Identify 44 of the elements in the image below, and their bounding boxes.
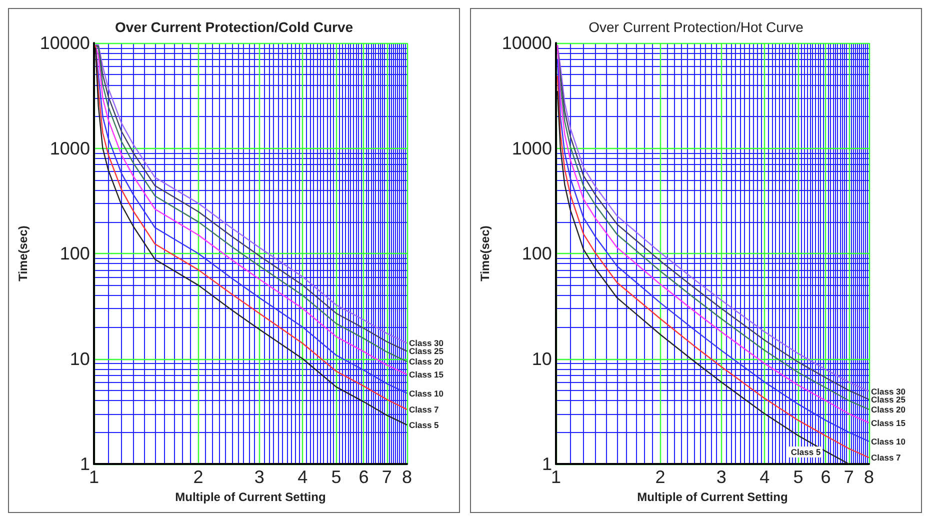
x-tick-label: 7 (844, 467, 854, 487)
x-tick-label: 2 (193, 467, 204, 487)
series-label: Class 20 (871, 404, 906, 414)
chart-title: Over Current Protection/Cold Curve (114, 19, 354, 35)
y-tick-label: 1 (80, 454, 90, 474)
x-tick-label: 3 (716, 467, 726, 487)
x-tick-label: 5 (793, 467, 804, 487)
y-tick-label: 1000 (50, 138, 90, 158)
series-label: Class 5 (409, 420, 440, 430)
series-label: Class 5 (790, 447, 821, 457)
x-tick-label: 8 (402, 467, 412, 487)
y-axis-title: Time(sec) (478, 226, 492, 282)
x-tick-label: 3 (254, 467, 264, 487)
y-tick-label: 10000 (502, 33, 552, 53)
series-label: Class 30 (871, 386, 906, 396)
y-tick-label: 10 (70, 348, 90, 369)
y-tick-label: 100 (522, 244, 552, 264)
x-tick-label: 5 (331, 467, 342, 487)
y-tick-label: 10000 (40, 33, 90, 53)
series-label: Class 10 (871, 436, 906, 446)
series-label: Class 7 (871, 452, 902, 463)
series-label: Class 30 (409, 338, 444, 348)
x-tick-label: 6 (820, 467, 831, 487)
x-tick-label: 4 (760, 467, 770, 487)
series-label: Class 25 (409, 346, 444, 356)
y-tick-label: 1 (542, 454, 552, 474)
x-tick-label: 7 (382, 467, 392, 487)
x-axis-title: Multiple of Current Setting (175, 490, 326, 504)
x-axis-title: Multiple of Current Setting (637, 490, 788, 504)
y-tick-label: 1000 (512, 138, 552, 158)
x-tick-label: 2 (655, 467, 666, 487)
series-label: Class 10 (409, 388, 444, 398)
x-tick-label: 6 (358, 467, 369, 487)
series-label: Class 25 (871, 394, 906, 405)
chart-title: Over Current Protection/Hot Curve (588, 19, 804, 35)
y-tick-label: 10 (532, 348, 552, 369)
series-label: Class 20 (409, 356, 444, 367)
x-tick-label: 8 (864, 467, 874, 487)
series-label: Class 15 (409, 369, 444, 380)
series-label: Class 7 (409, 404, 440, 414)
y-axis-title: Time(sec) (16, 226, 30, 282)
x-tick-label: 4 (298, 467, 308, 487)
series-label: Class 15 (871, 418, 906, 428)
y-tick-label: 100 (60, 244, 90, 264)
